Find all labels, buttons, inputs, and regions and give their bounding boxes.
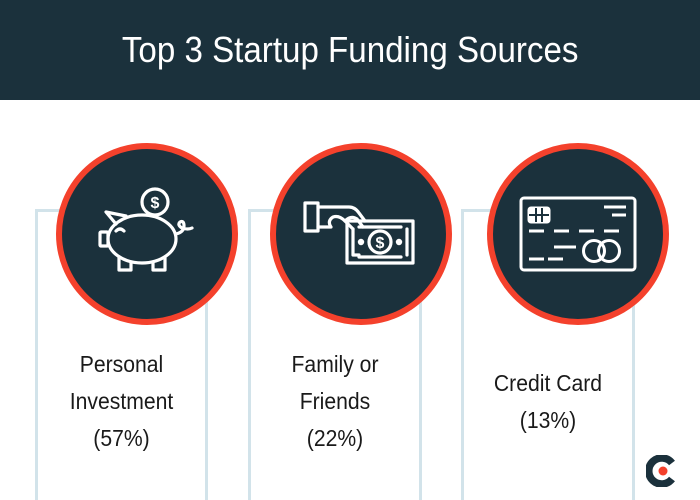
credit-card-icon	[519, 196, 637, 272]
source-name-line1: Personal	[79, 351, 164, 377]
source-label-credit: Credit Card (13%)	[468, 365, 628, 439]
svg-text:$: $	[376, 235, 385, 252]
header-banner: Top 3 Startup Funding Sources	[0, 0, 700, 100]
source-percent: (57%)	[93, 425, 150, 451]
source-name-line1: Family or	[291, 351, 379, 377]
credit-card-badge	[487, 143, 669, 325]
source-label-personal: Personal Investment (57%)	[42, 346, 201, 457]
source-percent: (22%)	[306, 425, 364, 451]
source-name-line2: Investment	[69, 388, 174, 414]
hand-giving-cash-icon: $	[303, 201, 415, 265]
svg-text:$: $	[151, 195, 160, 212]
brand-c-logo-icon	[646, 455, 675, 487]
source-name-line2: Friends	[299, 388, 371, 414]
piggy-bank-icon: $	[98, 187, 194, 272]
source-label-family: Family or Friends (22%)	[255, 346, 415, 457]
page-title: Top 3 Startup Funding Sources	[121, 29, 579, 70]
piggy-bank-badge: $	[56, 143, 238, 325]
source-name-line1: Credit Card	[493, 370, 603, 396]
hand-cash-badge: $	[270, 143, 452, 325]
source-percent: (13%)	[519, 407, 577, 433]
